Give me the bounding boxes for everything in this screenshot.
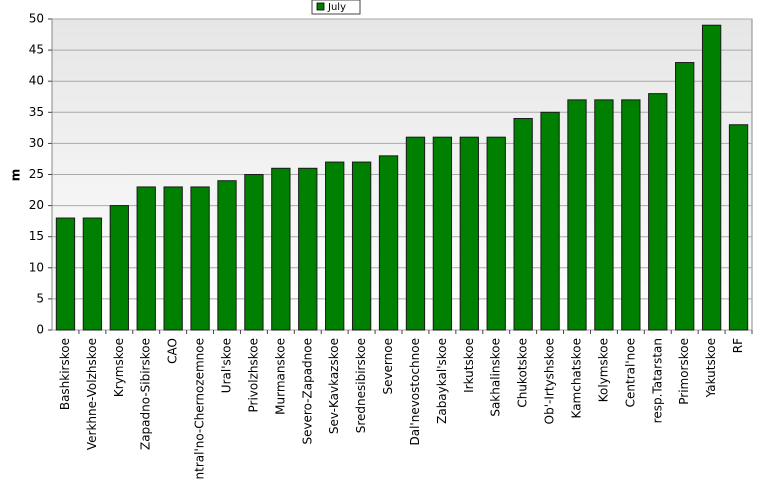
y-tick-label: 0	[36, 323, 44, 337]
y-tick-label: 25	[29, 167, 44, 181]
bar	[728, 124, 749, 331]
x-tick-label: resp.Tatarstan	[650, 338, 664, 423]
x-tick-label: Zabaykal'skoe	[435, 338, 449, 424]
y-tick-label: 30	[29, 136, 44, 150]
bar	[244, 174, 264, 331]
bar	[136, 186, 156, 331]
x-tick-label: Kolymskoe	[596, 338, 610, 402]
x-tick-label: Chukotskoe	[516, 338, 530, 408]
legend-swatch	[316, 2, 325, 11]
x-tick-label: Severnoe	[381, 338, 395, 395]
x-tick-label: Central'noe	[623, 338, 637, 407]
x-tick-label: Krymskoe	[112, 338, 126, 397]
x-tick-label: Ob'-Irtyshskoe	[543, 338, 557, 424]
bar	[675, 62, 695, 331]
bar	[298, 167, 318, 331]
bar	[486, 136, 506, 331]
y-tick-label: 20	[29, 198, 44, 212]
y-tick-label: 50	[29, 12, 44, 26]
x-tick-label: Ural'skoe	[220, 338, 234, 393]
x-tick-label: Zapadno-Sibirskoe	[139, 338, 153, 450]
x-tick-label: Irkutskoe	[462, 338, 476, 393]
x-tick-label: Verkhne-Volzhskoe	[85, 338, 99, 450]
bar	[163, 186, 183, 331]
bar	[190, 186, 210, 331]
x-tick-label: Primorskoe	[677, 338, 691, 405]
y-tick-label: 45	[29, 43, 44, 57]
y-tick-label: 15	[29, 229, 44, 243]
x-tick-label: CAO	[166, 338, 180, 364]
y-axis-title: m	[9, 169, 23, 182]
bar	[701, 24, 722, 331]
bar	[378, 155, 399, 331]
x-tick-label: Severo-Zapadnoe	[300, 338, 314, 445]
bar	[405, 136, 426, 331]
bar	[648, 93, 668, 331]
x-tick-label: Bashkirskoe	[58, 338, 72, 410]
x-tick-label: RF	[731, 338, 745, 353]
bar	[55, 217, 76, 331]
bar	[594, 99, 614, 331]
legend-label: July	[327, 2, 346, 13]
bar	[513, 118, 533, 331]
bar	[432, 136, 453, 331]
y-tick-label: 5	[36, 291, 44, 305]
bar	[351, 161, 372, 331]
bar	[217, 180, 237, 331]
x-tick-label: Kamchatskoe	[570, 338, 584, 418]
x-tick-label: Srednesibirskoe	[354, 338, 368, 433]
x-tick-label: Murmanskoe	[273, 338, 287, 415]
y-tick-label: 40	[29, 74, 44, 88]
bar	[540, 111, 560, 331]
x-tick-label: Privolzhskoe	[246, 338, 260, 412]
x-tick-label: Sev-Kavkazskoe	[327, 338, 341, 434]
x-tick-label: Dal'nevostochnoe	[408, 338, 422, 446]
bar	[621, 99, 641, 331]
y-tick-label: 10	[29, 260, 44, 274]
bar	[109, 205, 129, 331]
bar	[82, 217, 103, 331]
bar	[459, 136, 479, 331]
y-tick-label: 35	[29, 105, 44, 119]
bar	[325, 161, 345, 331]
x-tick-label: Yakutskoe	[704, 338, 718, 398]
x-tick-label: Central'no-Chernozemnoe	[193, 338, 207, 479]
bar	[271, 167, 291, 331]
bar	[567, 99, 587, 331]
x-tick-label: Sakhalinskoe	[489, 338, 503, 417]
legend: July	[311, 0, 361, 15]
